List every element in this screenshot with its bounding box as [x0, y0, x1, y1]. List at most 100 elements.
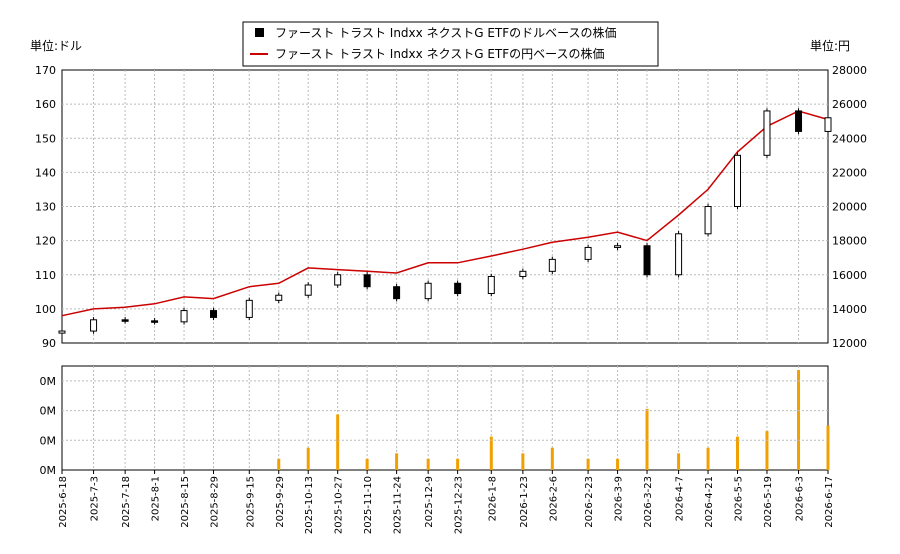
x-tick-label: 2025-10-27	[334, 476, 345, 534]
volume-bar	[586, 458, 590, 470]
candle-body	[58, 330, 66, 334]
x-tick-label: 2026-4-21	[704, 476, 715, 528]
volume-bar	[706, 447, 710, 470]
x-tick-label: 2025-10-13	[304, 476, 315, 534]
volume-bar	[336, 414, 340, 470]
x-tick-label: 2025-12-9	[424, 476, 435, 528]
y-right-tick-label: 26000	[832, 98, 867, 111]
candle-body	[643, 245, 651, 276]
y-left-tick-label: 110	[35, 269, 56, 282]
candle-body	[454, 282, 462, 295]
volume-bar	[616, 458, 620, 470]
volume-bar	[550, 447, 554, 470]
volume-bar	[521, 453, 525, 470]
candle-body	[763, 110, 771, 156]
volume-bar	[426, 458, 430, 470]
x-tick-label: 2025-8-15	[180, 476, 191, 528]
x-tick-label: 2025-8-29	[210, 476, 221, 528]
x-tick-label: 2025-7-18	[121, 476, 132, 528]
y-left-tick-label: 120	[35, 235, 56, 248]
candle-body	[704, 206, 712, 235]
x-tick-label: 2025-11-24	[393, 476, 404, 534]
candle-body	[795, 110, 803, 132]
candle-body	[90, 319, 98, 332]
y-left-tick-label: 150	[35, 132, 56, 145]
volume-bar	[277, 458, 281, 470]
y-left-tick-label: 100	[35, 303, 56, 316]
y-right-tick-label: 16000	[832, 269, 867, 282]
candle-body	[245, 299, 253, 318]
candle-body	[584, 246, 592, 260]
volume-tick-label: 0M	[40, 405, 57, 418]
y-left-tick-label: 90	[42, 337, 56, 350]
volume-tick-label: 0M	[40, 464, 57, 477]
volume-bar	[826, 425, 830, 470]
candle-body	[304, 284, 312, 296]
y-left-tick-label: 140	[35, 166, 56, 179]
y-right-tick-label: 22000	[832, 166, 867, 179]
volume-bar	[797, 370, 801, 470]
x-tick-label: 2025-12-23	[454, 476, 465, 534]
right-unit-label: 単位:円	[810, 38, 850, 53]
candle-body	[210, 310, 218, 318]
candle-body	[734, 154, 742, 207]
volume-bar	[677, 453, 681, 470]
y-left-tick-label: 170	[35, 64, 56, 77]
y-right-tick-label: 18000	[832, 235, 867, 248]
volume-bar	[365, 458, 369, 470]
volume-bar	[736, 436, 740, 470]
legend-square-marker	[255, 28, 264, 37]
y-left-tick-label: 130	[35, 201, 56, 214]
x-tick-label: 2026-2-23	[584, 476, 595, 528]
volume-tick-label: 0M	[40, 375, 57, 388]
y-right-tick-label: 12000	[832, 337, 867, 350]
x-tick-label: 2026-5-19	[763, 476, 774, 528]
x-tick-label: 2026-2-6	[548, 476, 559, 521]
x-tick-label: 2025-9-29	[275, 476, 286, 528]
legend-label-jpy: ファースト トラスト Indxx ネクストG ETFの円ベースの株価	[275, 46, 605, 61]
x-tick-label: 2025-11-10	[363, 476, 374, 534]
x-tick-label: 2025-7-3	[90, 476, 101, 521]
x-tick-label: 2025-9-15	[245, 476, 256, 528]
legend-box	[242, 21, 659, 67]
candle-body	[180, 310, 188, 323]
candle-body	[393, 286, 401, 300]
candle-body	[824, 117, 832, 132]
candle-body	[675, 233, 683, 276]
y-left-tick-label: 160	[35, 98, 56, 111]
volume-bar	[395, 453, 399, 470]
x-tick-label: 2026-6-17	[824, 476, 835, 528]
y-right-tick-label: 20000	[832, 201, 867, 214]
candle-body	[121, 319, 129, 322]
candle-body	[487, 275, 495, 295]
y-right-tick-label: 14000	[832, 303, 867, 316]
price-plot-area	[61, 69, 829, 344]
candle-body	[614, 245, 622, 248]
x-tick-label: 2026-3-9	[614, 476, 625, 521]
candle-body	[151, 320, 159, 323]
volume-bar	[765, 431, 769, 470]
y-right-tick-label: 24000	[832, 132, 867, 145]
volume-bar	[489, 436, 493, 470]
x-tick-label: 2026-3-23	[643, 476, 654, 528]
x-tick-label: 2025-8-1	[151, 476, 162, 521]
legend-label-usd: ファースト トラスト Indxx ネクストG ETFのドルベースの株価	[275, 25, 617, 40]
x-tick-label: 2026-4-7	[675, 476, 686, 521]
candle-body	[548, 258, 556, 272]
yen-price-line	[61, 110, 829, 317]
x-tick-label: 2026-1-23	[519, 476, 530, 528]
volume-bar	[306, 447, 310, 470]
x-tick-label: 2025-6-18	[58, 476, 69, 528]
x-tick-label: 2026-5-5	[734, 476, 745, 521]
volume-plot-area	[61, 365, 829, 471]
candle-body	[519, 270, 527, 277]
x-tick-label: 2026-1-8	[487, 476, 498, 521]
volume-tick-label: 0M	[40, 434, 57, 447]
legend: ファースト トラスト Indxx ネクストG ETFのドルベースの株価ファースト…	[242, 21, 659, 67]
volume-bar	[645, 408, 649, 470]
candle-body	[424, 282, 432, 300]
volume-bar	[456, 458, 460, 470]
x-tick-label: 2026-6-3	[795, 476, 806, 521]
